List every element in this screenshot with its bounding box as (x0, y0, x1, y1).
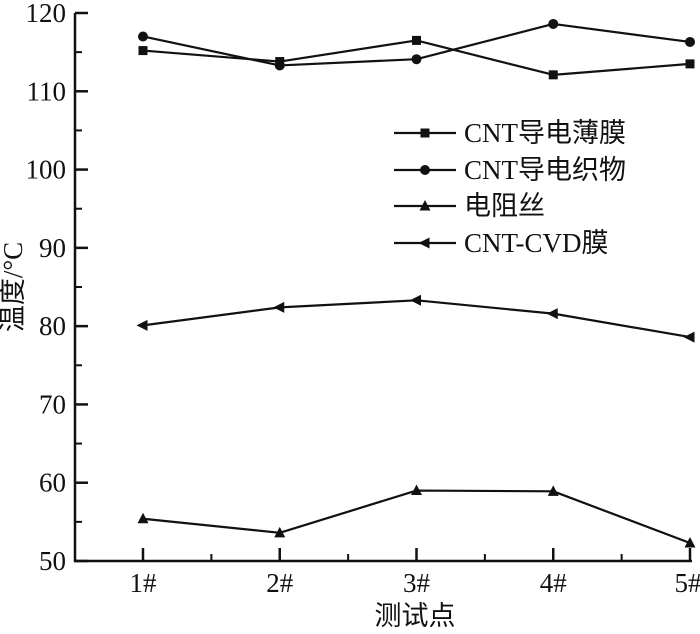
data-point-circle (548, 18, 559, 29)
x-tick-label: 2# (266, 568, 294, 598)
series-line-4 (142, 299, 691, 339)
legend-marker-triangle-up (419, 200, 431, 211)
data-point-triangle-left (136, 319, 148, 331)
data-point-square (685, 59, 695, 69)
data-point-triangle-up (274, 526, 286, 538)
legend-label: CNT导电薄膜 (464, 118, 626, 148)
data-point-triangle-left (410, 294, 421, 306)
data-point-triangle-up (547, 485, 559, 496)
data-point-square (412, 35, 421, 45)
data-point-square (138, 46, 148, 56)
x-tick-label: 4# (540, 568, 568, 598)
data-point-circle (411, 54, 422, 65)
y-tick-label: 70 (39, 389, 66, 419)
series-line-3 (142, 489, 691, 545)
x-axis-title: 测试点 (375, 601, 456, 631)
data-point-triangle-left (683, 331, 695, 343)
x-tick-label: 5# (675, 568, 700, 598)
y-tick-label: 110 (27, 76, 67, 106)
y-tick-label: 100 (26, 155, 67, 185)
legend-marker-circle (420, 165, 430, 175)
y-tick-label: 90 (39, 233, 66, 263)
y-tick-label: 50 (39, 546, 66, 576)
y-tick-label: 80 (39, 311, 66, 341)
y-axis-title: 温度/°C (0, 242, 28, 332)
y-tick-label: 120 (26, 0, 67, 28)
data-point-triangle-up (684, 536, 696, 548)
x-tick-label: 1# (130, 568, 158, 598)
data-point-square (548, 70, 558, 80)
legend-marker-triangle-left (418, 237, 430, 249)
legend-label: CNT导电织物 (464, 155, 626, 185)
data-point-triangle-up (137, 512, 149, 524)
legend-label: CNT-CVD膜 (464, 228, 609, 258)
data-point-circle (138, 31, 148, 42)
data-point-triangle-up (411, 484, 422, 496)
data-point-triangle-left (273, 301, 285, 313)
axes-spines (73, 13, 692, 563)
y-tick-label: 60 (39, 468, 66, 498)
data-point-triangle-left (546, 308, 558, 320)
legend-marker-square (420, 128, 430, 138)
legend-label: 电阻丝 (464, 191, 545, 221)
data-point-circle (685, 36, 695, 47)
data-point-circle (274, 60, 285, 71)
x-tick-label: 3# (403, 568, 431, 598)
